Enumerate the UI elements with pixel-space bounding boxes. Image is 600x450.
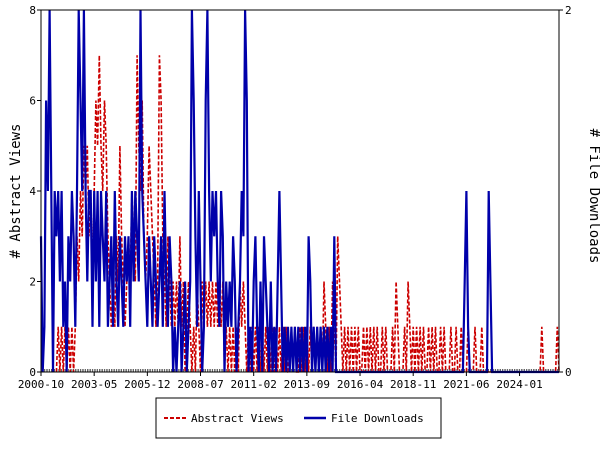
x-tick-label: 2000-10 [18, 378, 64, 391]
y-left-tick-label: 6 [29, 95, 36, 108]
x-tick-label: 2011-02 [231, 378, 277, 391]
x-tick-label: 2016-04 [337, 378, 384, 391]
x-tick-label: 2003-05 [71, 378, 117, 391]
y-right-tick-label: 0 [565, 366, 572, 379]
x-tick-label: 2013-09 [284, 378, 330, 391]
y-right-axis: 02 [559, 4, 572, 379]
legend: Abstract Views File Downloads [155, 397, 442, 439]
y-left-tick-label: 2 [29, 276, 36, 289]
legend-label-file-downloads: File Downloads [331, 412, 424, 425]
legend-label-abstract-views: Abstract Views [191, 412, 284, 425]
x-tick-label: 2008-07 [177, 378, 223, 391]
x-tick-label: 2018-11 [390, 378, 436, 391]
y-left-axis-title: # Abstract Views [8, 124, 24, 259]
x-tick-label: 2024-01 [496, 378, 542, 391]
y-left-axis: 0 2 4 6 8 [29, 4, 41, 379]
y-right-tick-label: 2 [565, 4, 572, 17]
x-tick-label: 2005-12 [124, 378, 170, 391]
series-layer [39, 9, 560, 374]
plot-area [39, 9, 560, 374]
y-left-tick-label: 4 [29, 185, 36, 198]
legend-box [155, 397, 442, 439]
x-tick-label: 2021-06 [443, 378, 489, 391]
y-right-axis-title: # File Downloads [586, 129, 600, 264]
y-left-tick-label: 0 [29, 366, 36, 379]
x-axis: 2000-10 2003-05 2005-12 2008-07 2011-02 2013-… [18, 372, 543, 391]
y-left-tick-label: 8 [29, 4, 36, 17]
